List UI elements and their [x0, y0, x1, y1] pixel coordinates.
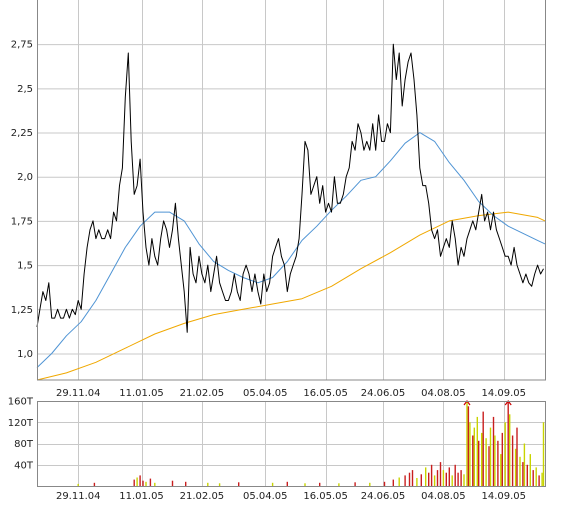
volume-x-tick-label: 05.04.05	[243, 491, 288, 502]
price-y-tick-label: 2,0	[17, 172, 33, 183]
price-grid	[37, 0, 545, 380]
volume-bars	[77, 400, 545, 486]
volume-y-tick-label: 40T	[14, 460, 34, 471]
moving-average-long-line	[36, 211, 546, 381]
volume-y-tick-label: 120T	[8, 418, 34, 429]
volume-x-tick-label: 11.01.05	[119, 491, 164, 502]
price-y-tick-label: 2,25	[11, 128, 33, 139]
price-series	[36, 43, 546, 381]
volume-panel: 40T 80T 120T 160T 29.11.04 11.01.05 21.02.05 0…	[8, 397, 546, 502]
price-y-axis: 1,0 1,25 1,5 1,75 2,0 2,25 2,5 2,75	[11, 40, 33, 360]
price-x-tick-label: 24.06.05	[361, 388, 406, 399]
volume-y-tick-label: 160T	[8, 397, 34, 408]
volume-x-tick-label: 14.09.05	[482, 491, 527, 502]
price-line	[36, 43, 544, 333]
price-panel: 1,0 1,25 1,5 1,75 2,0 2,25 2,5 2,75 29.11.04 11.…	[11, 0, 546, 399]
volume-x-tick-label: 24.06.05	[361, 491, 406, 502]
volume-x-tick-label: 21.02.05	[180, 491, 225, 502]
volume-x-tick-label: 04.08.05	[421, 491, 466, 502]
price-x-tick-label: 16.05.05	[303, 388, 348, 399]
price-x-tick-label: 29.11.04	[56, 388, 101, 399]
price-x-tick-label: 04.08.05	[421, 388, 466, 399]
price-x-tick-label: 05.04.05	[243, 388, 288, 399]
volume-x-axis: 29.11.04 11.01.05 21.02.05 05.04.05 16.05.05…	[56, 491, 526, 502]
price-y-tick-label: 1,0	[17, 349, 33, 360]
volume-x-tick-label: 16.05.05	[303, 491, 348, 502]
price-y-tick-label: 1,25	[11, 305, 33, 316]
volume-panel-frame	[37, 401, 546, 487]
price-y-tick-label: 1,75	[11, 216, 33, 227]
moving-average-short-line	[36, 132, 546, 368]
price-x-tick-label: 11.01.05	[119, 388, 164, 399]
price-y-tick-label: 2,5	[17, 84, 33, 95]
price-panel-frame	[37, 0, 546, 381]
volume-y-axis: 40T 80T 120T 160T	[8, 397, 34, 472]
price-x-tick-label: 21.02.05	[180, 388, 225, 399]
price-x-axis: 29.11.04 11.01.05 21.02.05 05.04.05 16.05.05…	[56, 388, 526, 399]
volume-y-tick-label: 80T	[14, 439, 34, 450]
price-x-tick-label: 14.09.05	[482, 388, 527, 399]
price-y-tick-label: 1,5	[17, 261, 33, 272]
price-y-tick-label: 2,75	[11, 40, 33, 51]
volume-x-tick-label: 29.11.04	[56, 491, 101, 502]
